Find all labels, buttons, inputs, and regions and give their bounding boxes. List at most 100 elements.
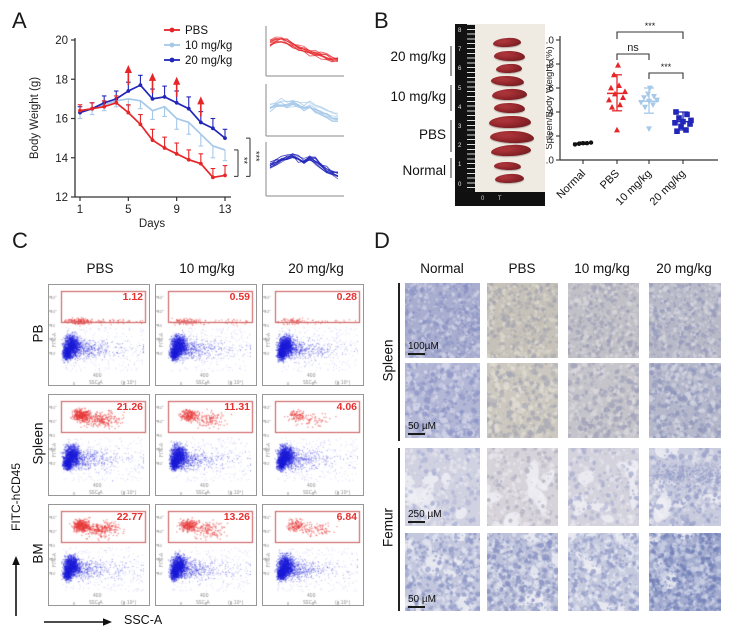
scale-bar-icon <box>408 606 425 608</box>
photo-group-tick <box>450 158 452 178</box>
legend-PBS: PBS <box>185 25 208 37</box>
histology-group-Femur: Femur <box>381 482 396 574</box>
photo-group-label-10 mg/kg: 10 mg/kg <box>372 89 446 104</box>
legend-10 mg/kg: 10 mg/kg <box>185 40 232 52</box>
spleen-specimen <box>494 162 521 171</box>
scale-bar-icon <box>408 521 425 523</box>
flow-plot-Spleen-10 mg/kg: 11.31 <box>155 394 257 496</box>
svg-text:1.0: 1.0 <box>546 36 554 47</box>
spleen-specimen <box>494 102 525 113</box>
histology-group-line <box>398 283 400 441</box>
histology-image <box>568 283 639 358</box>
histology-image <box>568 448 639 526</box>
svg-text:18: 18 <box>55 74 68 86</box>
flow-x-axis-arrow-icon <box>40 612 120 630</box>
svg-text:9: 9 <box>173 204 179 216</box>
svg-text:0.0: 0.0 <box>546 156 554 167</box>
photo-group-tick <box>450 120 452 152</box>
histology-femur-250-PBS <box>487 448 558 526</box>
svg-text:**: ** <box>239 157 249 165</box>
scale-label: 50 µM <box>408 421 436 432</box>
scale-label: 50 µM <box>408 594 436 605</box>
flow-plot-PB-20 mg/kg: 0.28 <box>262 284 364 386</box>
histology-col-header-PBS: PBS <box>477 261 567 276</box>
histology-image <box>649 283 721 358</box>
histology-image <box>568 533 639 611</box>
spleen-specimen <box>496 64 522 74</box>
spleen-specimen <box>495 173 524 183</box>
spleen-specimen <box>492 88 527 100</box>
flow-plot-BM-10 mg/kg: 13.26 <box>155 504 257 606</box>
gate-percentage: 1.12 <box>123 291 143 303</box>
scatter-xlabel-10 mg/kg: 10 mg/kg <box>614 168 654 208</box>
histology-femur-50-10 mg/kg <box>568 533 639 611</box>
histology-image <box>487 283 558 358</box>
gate-percentage: 11.31 <box>224 401 250 413</box>
gate-percentage: 22.77 <box>117 511 143 523</box>
histology-group-Spleen: Spleen <box>381 315 396 407</box>
flow-plot-BM-PBS: 22.77 <box>48 504 150 606</box>
gate-percentage: 0.28 <box>337 291 357 303</box>
svg-text:14: 14 <box>55 153 68 165</box>
significance-***: *** <box>645 21 656 31</box>
photo-ruler-base: 0 T <box>455 192 545 206</box>
histology-spleen-50-20 mg/kg <box>649 363 721 438</box>
flow-col-header-PBS: PBS <box>55 261 145 276</box>
svg-text:***: *** <box>251 151 261 162</box>
ruler-number: 5 <box>458 86 461 92</box>
svg-text:Days: Days <box>139 218 165 230</box>
histology-col-header-Normal: Normal <box>397 261 487 276</box>
histology-spleen-50-PBS <box>487 363 558 438</box>
flow-plot-PB-PBS: 1.12 <box>48 284 150 386</box>
scatter-xlabel-20 mg/kg: 20 mg/kg <box>648 168 688 208</box>
flow-x-axis-label: SSC-A <box>124 613 162 627</box>
histology-group-line <box>398 448 400 611</box>
ruler-number: 0 <box>458 182 461 188</box>
significance-ns: ns <box>627 42 639 54</box>
svg-text:1: 1 <box>77 204 83 216</box>
spleen-photo: 8765432100 T <box>455 24 545 206</box>
histology-image <box>487 363 558 438</box>
svg-text:13: 13 <box>219 204 232 216</box>
histology-femur-250-10 mg/kg <box>568 448 639 526</box>
panel-d-label: D <box>374 228 390 254</box>
legend-20 mg/kg: 20 mg/kg <box>185 55 232 67</box>
spleen-specimen <box>493 37 521 47</box>
histology-femur-50-20 mg/kg <box>649 533 721 611</box>
spleen-weight-scatter: 0.0 0.2 0.4 0.6 0.8 1.0Spleen/Body Weight (%)… <box>546 12 739 230</box>
histology-image <box>487 448 558 526</box>
flow-plot-Spleen-PBS: 21.26 <box>48 394 150 496</box>
gate-percentage: 6.84 <box>337 511 357 523</box>
flow-plot-Spleen-20 mg/kg: 4.06 <box>262 394 364 496</box>
photo-ruler: 8 7 6 5 4 3 2 1 0 <box>455 24 475 206</box>
histology-image <box>487 533 558 611</box>
gate-percentage: 21.26 <box>117 401 143 413</box>
scale-bar-icon <box>408 353 425 355</box>
flow-plot-PB-10 mg/kg: 0.59 <box>155 284 257 386</box>
histology-col-header-20 mg/kg: 20 mg/kg <box>639 261 729 276</box>
flow-row-label-PB: PB <box>31 288 46 380</box>
flow-col-header-20 mg/kg: 20 mg/kg <box>271 261 361 276</box>
figure: A B C D 12 14 16 18 20 1 5 9 13 Days Body Weight (… <box>0 0 739 639</box>
photo-group-label-Normal: Normal <box>372 163 446 178</box>
histology-femur-250-20 mg/kg <box>649 448 721 526</box>
svg-text:Spleen/Body Weight (%): Spleen/Body Weight (%) <box>546 46 555 149</box>
photo-group-label-PBS: PBS <box>372 127 446 142</box>
photo-group-tick <box>450 85 452 111</box>
ruler-number: 1 <box>458 162 461 168</box>
svg-text:20: 20 <box>55 35 68 47</box>
gate-percentage: 4.06 <box>337 401 357 413</box>
body-weight-chart: 12 14 16 18 20 1 5 9 13 Days Body Weight (g) PBS 10 … <box>0 0 350 232</box>
spleen-specimen <box>489 116 531 129</box>
ruler-number: 3 <box>458 124 461 130</box>
histology-image <box>649 363 721 438</box>
histology-spleen-100-10 mg/kg <box>568 283 639 358</box>
ruler-number: 7 <box>458 47 461 53</box>
spleen-specimen <box>491 144 532 157</box>
scale-label: 250 µM <box>408 509 442 520</box>
ruler-number: 4 <box>458 105 461 111</box>
spleen-specimen <box>491 75 524 87</box>
flow-row-label-Spleen: Spleen <box>31 398 46 490</box>
svg-text:12: 12 <box>55 192 68 204</box>
histology-col-header-10 mg/kg: 10 mg/kg <box>557 261 647 276</box>
